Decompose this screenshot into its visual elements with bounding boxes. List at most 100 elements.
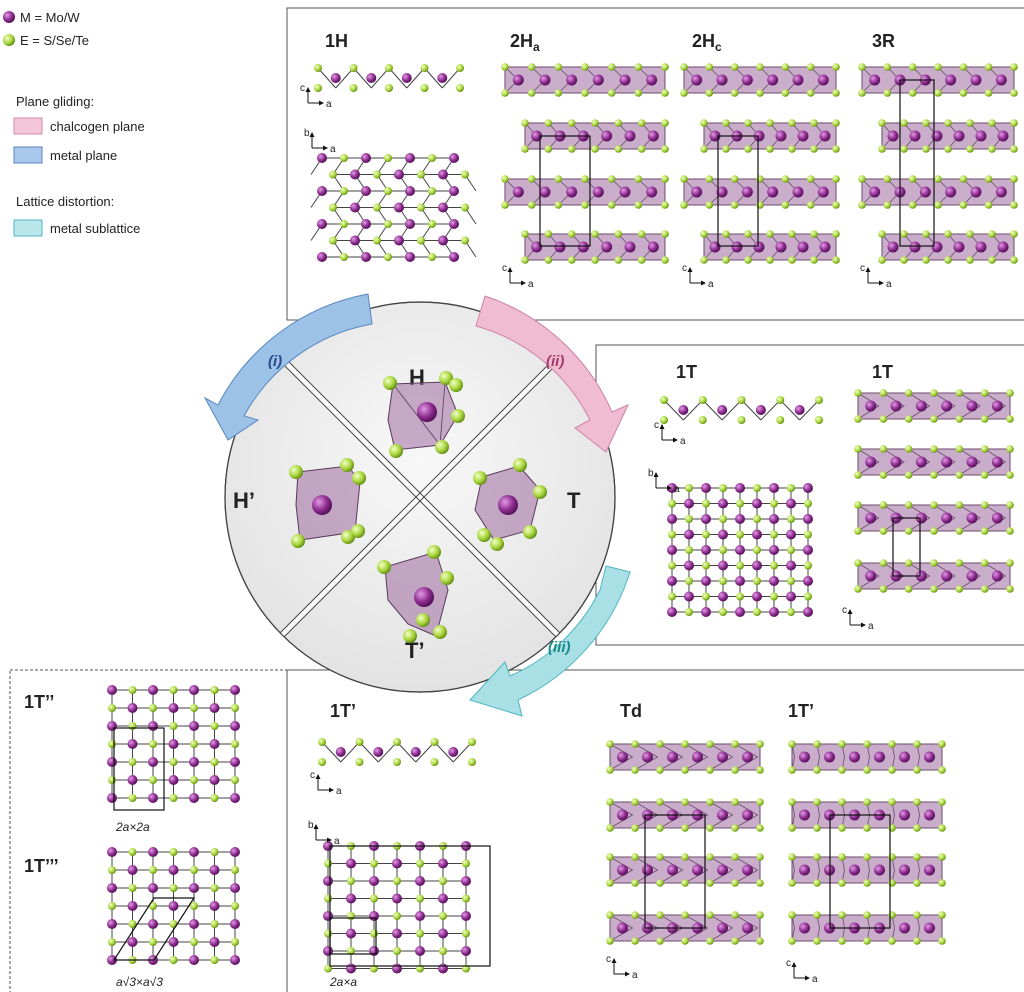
metal-atom <box>148 793 158 803</box>
slab-body <box>857 392 1011 420</box>
axis-triad: ba <box>304 128 336 155</box>
metal-atom <box>717 864 728 876</box>
polyhedral-slab <box>700 230 840 264</box>
chalcogen-atom <box>681 798 689 806</box>
slab-edge <box>791 743 795 771</box>
chalcogen-atom <box>656 766 664 774</box>
metal-atom <box>741 74 753 86</box>
chalcogen-atom <box>681 853 689 861</box>
tp-chalcogen-3 <box>440 571 454 585</box>
tp-chalcogen-2 <box>427 545 441 559</box>
hp-metal <box>312 495 332 515</box>
polyhedral-slab <box>858 175 1018 209</box>
chalcogen-atom <box>634 89 643 97</box>
metal-atom <box>619 186 631 198</box>
chalcogen-atom <box>806 63 815 71</box>
chalcogen-atom <box>904 501 913 509</box>
chalcogen-atom <box>930 585 938 593</box>
slab-body <box>683 178 837 206</box>
metal-atom <box>684 560 694 571</box>
chalcogen-atom <box>904 415 913 423</box>
metal-atom <box>667 607 677 617</box>
metal-atom <box>346 928 356 939</box>
slab-edge <box>908 392 931 420</box>
metal-atom <box>975 241 987 253</box>
metal-atom <box>701 483 711 493</box>
slab-body <box>881 233 1015 261</box>
chalcogen-atom <box>980 585 989 593</box>
chalcogen-atom <box>384 154 392 162</box>
metal-atom <box>899 751 910 763</box>
chalcogen-atom <box>930 415 938 423</box>
metal-atom <box>410 747 421 757</box>
chalcogen-atom <box>340 253 348 261</box>
chalcogen-atom <box>959 63 968 71</box>
chalcogen-atom <box>544 256 553 264</box>
chalcogen-atom <box>863 911 871 919</box>
metal-atom <box>394 235 404 246</box>
chalcogen-atom <box>719 515 727 523</box>
chalcogen-atom <box>756 853 764 861</box>
slab-edge <box>734 856 759 884</box>
legend: M = Mo/W E = S/Se/Te Plane gliding: chal… <box>3 10 145 237</box>
chalcogen-atom <box>668 499 676 508</box>
chalcogen-atom <box>863 798 871 806</box>
legend-chalcogen-plane-label: chalcogen plane <box>50 119 145 134</box>
axis-triad: ca <box>786 958 818 985</box>
chalcogen-atom <box>788 853 796 861</box>
chalcogen-atom <box>832 63 840 71</box>
metal-atom <box>127 865 138 875</box>
metal-atom <box>512 186 524 198</box>
slab-edge <box>933 392 956 420</box>
polyhedral-slab <box>878 230 1018 264</box>
metal-atom <box>107 757 117 767</box>
metal-atom <box>566 74 578 86</box>
chalcogen-atom <box>461 236 469 245</box>
chalcogen-atom <box>681 911 689 919</box>
chalcogen-atom <box>521 119 529 127</box>
metal-atom <box>601 130 613 142</box>
chalcogen-atom <box>1006 501 1014 509</box>
slab-edge <box>916 914 920 942</box>
chalcogen-atom <box>731 937 739 945</box>
chalcogen-atom <box>231 866 239 874</box>
chalcogen-atom <box>930 389 938 397</box>
chalcogen-atom <box>776 396 785 404</box>
chalcogen-atom <box>944 256 952 264</box>
chalcogen-atom <box>347 912 355 920</box>
metal-atom <box>701 607 711 617</box>
metal-atom <box>742 922 753 934</box>
metal-atom <box>448 747 459 757</box>
chalcogen-atom <box>838 879 846 887</box>
metal-atom <box>931 241 943 253</box>
chalcogen-atom <box>879 501 888 509</box>
chalcogen-atom <box>581 201 589 209</box>
chalcogen-atom <box>661 63 669 71</box>
bond-line <box>335 67 354 89</box>
metal-atom <box>667 576 677 586</box>
chalcogen-atom <box>373 203 381 212</box>
chalcogen-atom <box>815 416 823 424</box>
chalcogen-atom <box>420 84 429 92</box>
metal-atom <box>718 529 728 540</box>
metal-atom <box>769 514 779 524</box>
chalcogen-atom <box>863 937 871 945</box>
chalcogen-atom <box>108 776 116 784</box>
chalcogen-atom <box>883 175 892 183</box>
metal-atom <box>899 809 910 821</box>
bond-line <box>760 399 781 421</box>
metal-atom <box>317 186 327 196</box>
chalcogen-atom <box>854 559 862 567</box>
axis-triad: ba <box>648 468 680 495</box>
metal-atom <box>335 747 346 757</box>
chalcogen-atom <box>1010 119 1018 127</box>
chalcogen-atom <box>787 608 795 616</box>
metal-atom <box>997 130 1009 142</box>
metal-atom <box>539 74 551 86</box>
axis-label-up: c <box>502 263 507 274</box>
metal-atom <box>346 963 356 974</box>
chalcogen-atom <box>770 499 778 508</box>
title-2ha: 2Ha <box>510 31 540 54</box>
axis-arrowhead-right <box>521 280 526 286</box>
chalcogen-atom <box>944 145 952 153</box>
